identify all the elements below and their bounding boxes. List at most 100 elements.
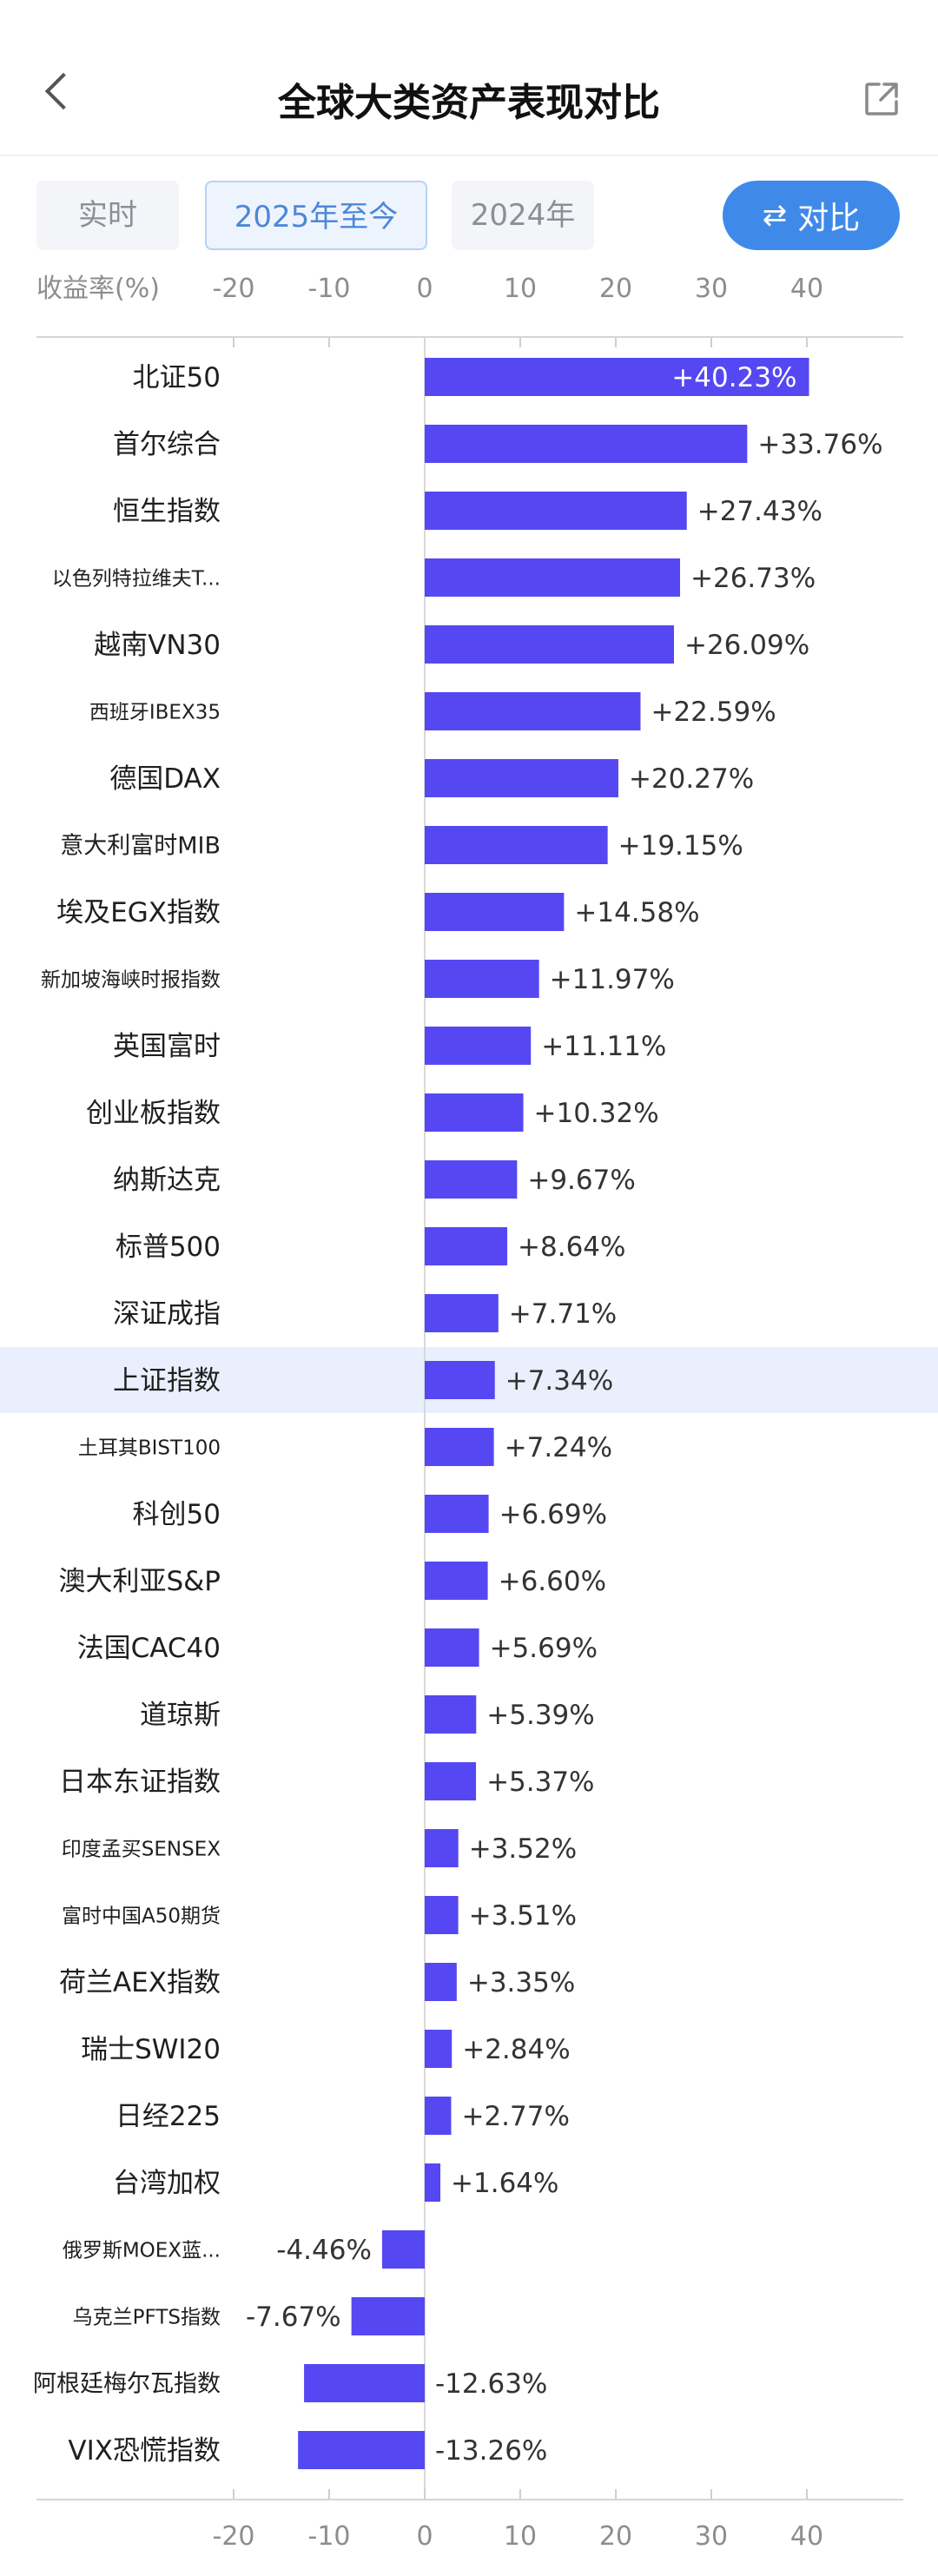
compare-button-label: 对比	[797, 201, 861, 236]
category-label: 埃及EGX指数	[56, 897, 221, 928]
data-label: +33.76%	[757, 429, 882, 460]
tick-label-bottom: 40	[790, 2521, 823, 2552]
bar	[425, 1829, 459, 1867]
category-label: 台湾加权	[113, 2168, 221, 2199]
category-label: 乌克兰PFTS指数	[73, 2306, 221, 2328]
data-label: +20.27%	[629, 763, 754, 795]
bar	[425, 1093, 524, 1132]
bar	[425, 1762, 477, 1800]
data-label: +5.69%	[490, 1633, 598, 1664]
bar	[425, 625, 674, 664]
data-label: +5.39%	[486, 1700, 594, 1731]
returns-bar-chart: 收益率(%) -20 -10 0 10 20 30 40 北证50 +40.23% 首尔综合 +33.…	[0, 274, 938, 2552]
tick-label-top: 30	[695, 274, 728, 304]
bar	[425, 893, 565, 931]
data-label: -4.46%	[276, 2235, 372, 2266]
category-label: 英国富时	[113, 1031, 221, 1062]
data-label: +3.51%	[469, 1900, 577, 1932]
data-label: +6.60%	[499, 1566, 606, 1597]
data-label: +10.32%	[534, 1098, 659, 1129]
data-label: +26.73%	[690, 563, 816, 594]
data-label: +26.09%	[684, 630, 809, 661]
tick-label-top: 40	[790, 274, 823, 304]
tick-label-bottom: -20	[213, 2521, 255, 2552]
tick-label-bottom: 30	[695, 2521, 728, 2552]
bar	[425, 358, 809, 396]
bar	[425, 1027, 532, 1065]
bar	[425, 1227, 508, 1265]
category-label: 日经225	[116, 2101, 221, 2132]
bar	[381, 2230, 425, 2269]
tab-realtime[interactable]: 实时	[36, 181, 179, 250]
bar	[425, 425, 748, 463]
bar	[425, 1896, 459, 1934]
bar	[425, 1695, 477, 1734]
data-label: +14.58%	[574, 897, 699, 928]
category-label: 土耳其BIST100	[78, 1437, 221, 1459]
data-label: -12.63%	[435, 2368, 547, 2400]
data-label: +3.35%	[467, 1967, 575, 1998]
tick-label-bottom: 0	[416, 2521, 433, 2552]
data-label: +7.71%	[509, 1298, 617, 1330]
category-label: 富时中国A50期货	[62, 1905, 221, 1927]
bar	[425, 1562, 488, 1600]
compare-button[interactable]: ⇄ 对比	[723, 181, 900, 250]
bar	[298, 2431, 425, 2469]
category-label: 恒生指数	[113, 496, 221, 527]
bar	[425, 1495, 489, 1533]
category-label: 北证50	[133, 362, 221, 393]
category-label: 法国CAC40	[77, 1633, 221, 1664]
category-label: 俄罗斯MOEX蓝...	[63, 2239, 221, 2262]
data-label: +19.15%	[618, 830, 743, 862]
x-axis-label: 收益率(%)	[36, 274, 160, 304]
bar	[425, 558, 681, 597]
tick-label-bottom: -10	[308, 2521, 351, 2552]
category-label: 阿根廷梅尔瓦指数	[33, 2371, 221, 2398]
data-label: +7.34%	[505, 1365, 613, 1397]
category-label: 道琼斯	[140, 1700, 221, 1731]
page-title: 全球大类资产表现对比	[278, 81, 660, 125]
bar	[425, 1963, 457, 2001]
bar	[425, 2097, 452, 2135]
tick-label-top: 10	[504, 274, 537, 304]
header-bar: 全球大类资产表现对比	[0, 0, 938, 156]
data-label: +2.84%	[462, 2034, 570, 2065]
bar	[425, 960, 539, 998]
data-label: +1.64%	[451, 2168, 558, 2199]
tick-label-top: 0	[416, 274, 433, 304]
category-label: 上证指数	[113, 1365, 221, 1397]
bar	[425, 692, 641, 730]
tick-label-bottom: 10	[504, 2521, 537, 2552]
bar	[425, 826, 608, 864]
category-label: 新加坡海峡时报指数	[41, 968, 221, 991]
swap-arrows-icon: ⇄	[762, 198, 788, 233]
category-label: 西班牙IBEX35	[89, 701, 221, 723]
data-label: +9.67%	[527, 1165, 635, 1196]
category-label: 纳斯达克	[113, 1165, 221, 1196]
share-icon[interactable]	[863, 81, 900, 117]
bar	[425, 1628, 479, 1667]
bar	[425, 1428, 494, 1466]
data-label: -7.67%	[246, 2302, 341, 2333]
data-label: +7.24%	[505, 1432, 612, 1463]
tab-ytd-2025[interactable]: 2025年至今	[205, 181, 427, 250]
category-label: 德国DAX	[109, 763, 221, 795]
bar	[304, 2364, 425, 2402]
bar	[425, 1294, 499, 1332]
data-label: +11.11%	[541, 1031, 666, 1062]
category-label: 以色列特拉维夫T...	[52, 567, 221, 590]
bar	[425, 1160, 518, 1199]
data-label: +5.37%	[486, 1767, 594, 1798]
data-label: -13.26%	[435, 2435, 547, 2467]
category-label: 首尔综合	[113, 429, 221, 460]
data-label: +3.52%	[469, 1833, 577, 1865]
bar	[425, 759, 618, 797]
category-label: VIX恐慌指数	[68, 2435, 221, 2467]
bar	[351, 2297, 425, 2335]
data-label: +11.97%	[550, 964, 675, 995]
tab-year-2024[interactable]: 2024年	[452, 181, 594, 250]
data-label: +6.69%	[499, 1499, 607, 1530]
tick-label-top: -20	[213, 274, 255, 304]
data-label: +2.77%	[461, 2101, 569, 2132]
category-label: 澳大利亚S&P	[58, 1566, 221, 1597]
